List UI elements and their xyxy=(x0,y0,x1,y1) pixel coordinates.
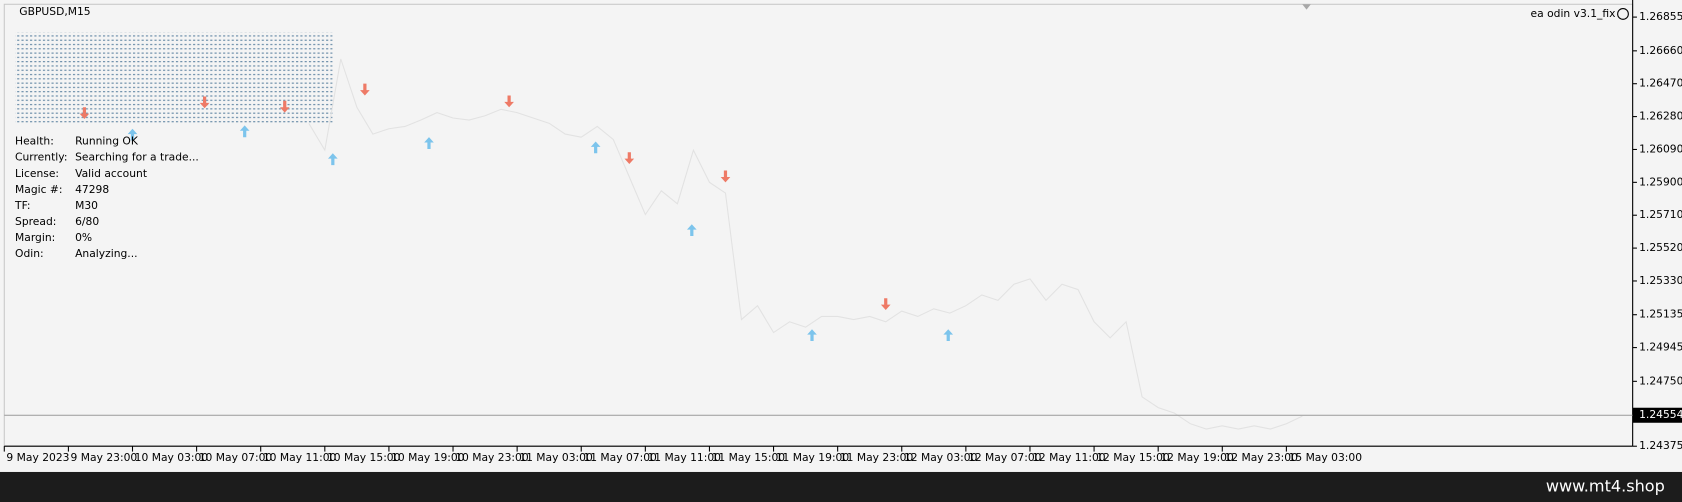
x-tick-label: 12 May 07:00 xyxy=(968,451,1042,464)
sell-arrow xyxy=(720,170,731,183)
x-tick-label: 11 May 07:00 xyxy=(583,451,657,464)
sell-arrow xyxy=(279,100,290,113)
chart-layer: 1.26855 1.26660 1.26470 1.26280 1.26090 1.259… xyxy=(3,0,1682,464)
footer-bar xyxy=(0,471,1682,502)
panel-value: Analyzing... xyxy=(75,247,137,260)
buy-arrow xyxy=(686,224,697,237)
x-tick-label: 12 May 19:00 xyxy=(1160,451,1234,464)
ascii-logo xyxy=(15,32,333,125)
panel-label: License: xyxy=(15,167,59,180)
y-tick-label: 1.26470 xyxy=(1639,77,1682,90)
panel-value: Valid account xyxy=(75,167,147,180)
panel-label: Margin: xyxy=(15,231,55,244)
panel-label: Currently: xyxy=(15,151,67,164)
ea-name: ea odin v3.1_fix xyxy=(1531,7,1616,20)
sell-arrow xyxy=(624,152,635,165)
y-tick-label: 1.26090 xyxy=(1639,142,1682,155)
y-tick-label: 1.25135 xyxy=(1639,308,1682,321)
y-tick-label: 1.26660 xyxy=(1639,44,1682,57)
panel-value: 47298 xyxy=(75,183,109,196)
sell-arrow xyxy=(79,107,90,120)
ea-smiley xyxy=(1617,8,1629,20)
panel-value: 6/80 xyxy=(75,215,99,228)
sell-arrow xyxy=(360,83,370,96)
bid-label: 1.24554 xyxy=(1639,408,1682,421)
y-tick-label: 1.26280 xyxy=(1639,110,1682,123)
shift-marker xyxy=(1302,4,1311,10)
price-line xyxy=(308,58,1303,430)
sell-arrow xyxy=(199,96,210,109)
buy-arrow xyxy=(424,137,434,149)
x-tick-label: 11 May 03:00 xyxy=(519,451,593,464)
panel-value: M30 xyxy=(75,199,98,212)
footer-site: www.mt4.shop xyxy=(1546,476,1665,495)
y-tick-label: 1.24750 xyxy=(1639,374,1682,387)
panel-label: Spread: xyxy=(15,215,56,228)
panel-label: Health: xyxy=(15,135,54,148)
x-tick-label: 12 May 23:00 xyxy=(1224,451,1298,464)
x-tick-label: 12 May 15:00 xyxy=(1096,451,1170,464)
buy-arrow xyxy=(943,329,954,342)
panel-value: 0% xyxy=(75,231,92,244)
x-tick-label: 10 May 11:00 xyxy=(263,451,337,464)
buy-arrow xyxy=(590,141,601,154)
x-tick-label: 12 May 03:00 xyxy=(904,451,978,464)
panel-label: TF: xyxy=(14,199,31,212)
sell-arrow xyxy=(880,298,891,311)
x-tick-label: 11 May 19:00 xyxy=(776,451,850,464)
buy-arrow xyxy=(127,128,138,141)
x-tick-label: 11 May 23:00 xyxy=(840,451,914,464)
panel-value: Running OK xyxy=(75,135,139,148)
panel-label: Odin: xyxy=(15,247,44,260)
x-tick-label: 11 May 15:00 xyxy=(712,451,786,464)
x-tick-label: 9 May 23:00 xyxy=(71,451,138,464)
y-tick-label: 1.25520 xyxy=(1639,241,1682,254)
x-tick-label: 10 May 15:00 xyxy=(327,451,401,464)
buy-arrow xyxy=(807,329,817,342)
y-tick-label: 1.24945 xyxy=(1639,341,1682,354)
y-tick-label: 1.24375 xyxy=(1639,439,1682,452)
chart-title: GBPUSD,M15 xyxy=(19,5,90,18)
panel-label: Magic #: xyxy=(15,183,63,196)
sell-arrow xyxy=(504,95,514,108)
y-tick-label: 1.25710 xyxy=(1639,208,1682,221)
x-tick-label: 10 May 07:00 xyxy=(199,451,273,464)
x-tick-label: 12 May 11:00 xyxy=(1032,451,1106,464)
buy-arrow xyxy=(239,125,250,138)
panel-value: Searching for a trade... xyxy=(75,151,199,164)
x-tick-label: 10 May 03:00 xyxy=(135,451,209,464)
x-tick-label: 15 May 03:00 xyxy=(1289,451,1363,464)
bid-box xyxy=(1632,407,1682,423)
buy-arrow xyxy=(328,153,338,166)
x-tick-label: 10 May 19:00 xyxy=(391,451,465,464)
y-tick-label: 1.25900 xyxy=(1639,175,1682,188)
x-tick-label: 9 May 2023 xyxy=(6,451,69,464)
y-tick-label: 1.25330 xyxy=(1639,274,1682,287)
x-tick-label: 11 May 11:00 xyxy=(647,451,721,464)
y-tick-label: 1.26855 xyxy=(1639,10,1682,23)
x-tick-label: 10 May 23:00 xyxy=(455,451,529,464)
